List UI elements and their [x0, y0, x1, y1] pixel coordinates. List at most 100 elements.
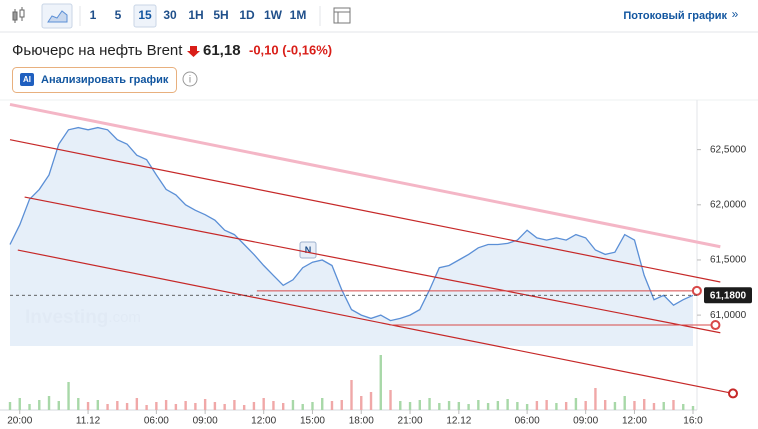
volume-bar	[301, 404, 304, 410]
volume-bar	[272, 401, 275, 410]
volume-bar	[467, 404, 470, 410]
volume-bar	[584, 401, 587, 410]
volume-bar	[77, 398, 80, 410]
volume-bar	[594, 388, 597, 410]
volume-bar	[555, 403, 558, 410]
volume-bar	[623, 396, 626, 410]
volume-bar	[174, 404, 178, 410]
volume-bar	[252, 402, 256, 410]
volume-bar	[8, 402, 12, 410]
volume-bar	[155, 402, 158, 410]
volume-bar	[330, 401, 334, 410]
analyze-label[interactable]: Анализировать график	[41, 74, 169, 86]
x-tick-label: 09:00	[573, 416, 598, 427]
x-tick-label: 20:00	[7, 416, 32, 427]
y-tick-label: 62,0000	[710, 199, 747, 210]
volume-bar	[399, 401, 402, 410]
volume-bar	[242, 405, 246, 410]
volume-bar	[38, 400, 41, 410]
interval-button[interactable]: 5H	[213, 8, 228, 22]
streaming-arrow[interactable]: »	[732, 7, 739, 21]
volume-bar	[418, 400, 421, 410]
volume-bar	[125, 403, 129, 410]
volume-bar	[545, 400, 548, 410]
table-icon[interactable]	[333, 7, 351, 24]
interval-button[interactable]: 15	[138, 8, 152, 22]
analyze-button[interactable]	[12, 67, 177, 93]
volume-bar	[86, 402, 90, 410]
volume-bar	[164, 400, 168, 410]
volume-bar	[379, 355, 382, 410]
y-tick-label: 62,5000	[710, 144, 747, 155]
volume-bar	[633, 401, 636, 410]
down-arrow	[187, 46, 200, 57]
volume-bar	[223, 404, 226, 410]
y-tick-label: 61,0000	[710, 310, 747, 321]
volume-bar	[28, 404, 31, 410]
volume-bar	[652, 403, 656, 410]
streaming-link[interactable]: Потоковый график	[623, 10, 727, 22]
plot: Investing.com61,000061,500062,000062,500…	[0, 100, 752, 427]
volume-bar	[282, 403, 285, 410]
volume-bar	[643, 399, 646, 410]
x-tick-label: 18:00	[349, 416, 374, 427]
interval-button[interactable]: 30	[163, 8, 177, 22]
x-tick-label: 09:00	[193, 416, 218, 427]
volume-bar	[116, 401, 119, 410]
interval-button[interactable]: 1M	[290, 8, 307, 22]
interval-button[interactable]: 1D	[239, 8, 255, 22]
x-tick-label: 12:00	[622, 416, 647, 427]
volume-bar	[194, 403, 197, 410]
volume-bar	[291, 400, 295, 410]
price-change: -0,10 (-0,16%)	[249, 42, 332, 57]
info-icon-text: i	[189, 75, 191, 86]
news-marker: N	[305, 245, 312, 255]
price-area	[10, 127, 693, 346]
trend-line-handle[interactable]	[710, 320, 721, 331]
trend-line	[9, 102, 721, 249]
volume-bar	[438, 403, 441, 410]
volume-bar	[477, 400, 480, 410]
news-marker-box[interactable]	[299, 241, 317, 259]
area-icon	[47, 10, 68, 23]
y-tick-label: 61,5000	[710, 255, 747, 266]
volume-bar	[408, 402, 412, 410]
volume-bar	[213, 402, 217, 410]
volume-bar	[321, 398, 324, 410]
volume-bar	[613, 402, 617, 410]
volume-bar	[47, 396, 51, 410]
x-tick-label: 06:00	[515, 416, 540, 427]
volume-bar	[428, 398, 431, 410]
candles-icon[interactable]	[12, 7, 25, 23]
x-tick-label: 21:00	[398, 416, 423, 427]
x-tick-label: 12.12	[446, 416, 471, 427]
x-tick-label: 12:00	[251, 416, 276, 427]
interval-button[interactable]: 1W	[264, 8, 283, 22]
interval-button[interactable]: 1	[90, 8, 97, 22]
volume-bar	[516, 402, 519, 410]
volume-bar	[184, 401, 187, 410]
last-price-label: 61,1800	[710, 290, 747, 301]
info-icon[interactable]	[182, 71, 198, 87]
volume-bar	[106, 404, 109, 410]
x-tick-label: 06:00	[144, 416, 169, 427]
trend-line-handle[interactable]	[691, 285, 702, 296]
volume-bar	[57, 401, 60, 410]
x-tick-label: 11.12	[76, 416, 101, 427]
trend-line-handle[interactable]	[728, 388, 739, 399]
volume-bar	[486, 403, 490, 410]
volume-bar	[389, 390, 392, 410]
interval-button[interactable]: 1H	[188, 8, 203, 22]
x-tick-label: 16:0	[683, 416, 703, 427]
volume-bar	[340, 400, 343, 410]
volume-bar	[691, 406, 695, 410]
volume-bar	[203, 399, 207, 410]
instrument-title: Фьючерс на нефть Brent	[12, 42, 183, 59]
volume-bar	[662, 402, 665, 410]
volume-bar	[457, 402, 461, 410]
x-tick-label: 15:00	[300, 416, 325, 427]
volume-bar	[360, 396, 363, 410]
interval-button[interactable]: 5	[115, 8, 122, 22]
